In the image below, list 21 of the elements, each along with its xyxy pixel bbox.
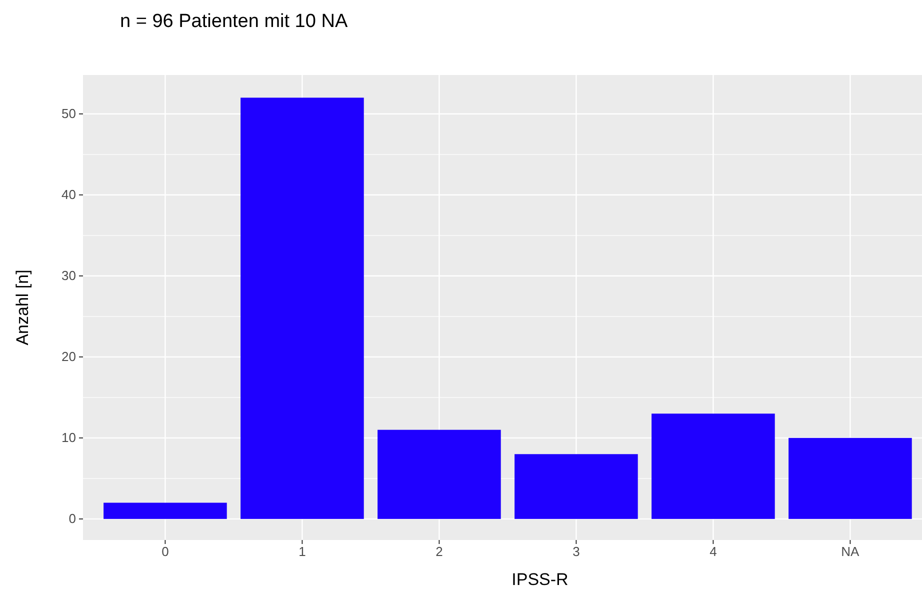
bar [514, 454, 638, 519]
bar [240, 98, 364, 519]
y-tick-label: 20 [62, 349, 76, 364]
x-tick-label: 1 [298, 544, 306, 560]
y-tick-label: 30 [62, 268, 76, 284]
y-tick-label: 50 [62, 106, 76, 122]
y-axis-title: Anzahl [n] [13, 270, 32, 346]
bar [652, 414, 775, 519]
y-tick-label: 10 [62, 430, 76, 446]
y-tick-label: 40 [62, 187, 76, 202]
bar [378, 430, 501, 519]
x-tick-label: 0 [162, 544, 169, 560]
chart-title: n = 96 Patienten mit 10 NA [120, 11, 348, 32]
y-tick-label: 0 [68, 511, 76, 526]
bar [788, 438, 912, 519]
x-tick-label: 2 [436, 544, 443, 560]
bar [104, 502, 227, 519]
x-tick-label: 4 [710, 544, 717, 560]
x-axis-title: IPSS-R [512, 570, 568, 589]
x-tick-label: NA [841, 544, 860, 560]
x-tick-label: 3 [572, 544, 580, 560]
